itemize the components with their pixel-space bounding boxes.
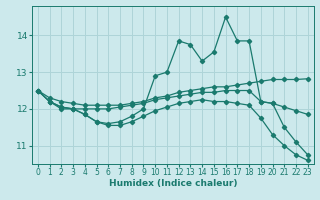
- X-axis label: Humidex (Indice chaleur): Humidex (Indice chaleur): [108, 179, 237, 188]
